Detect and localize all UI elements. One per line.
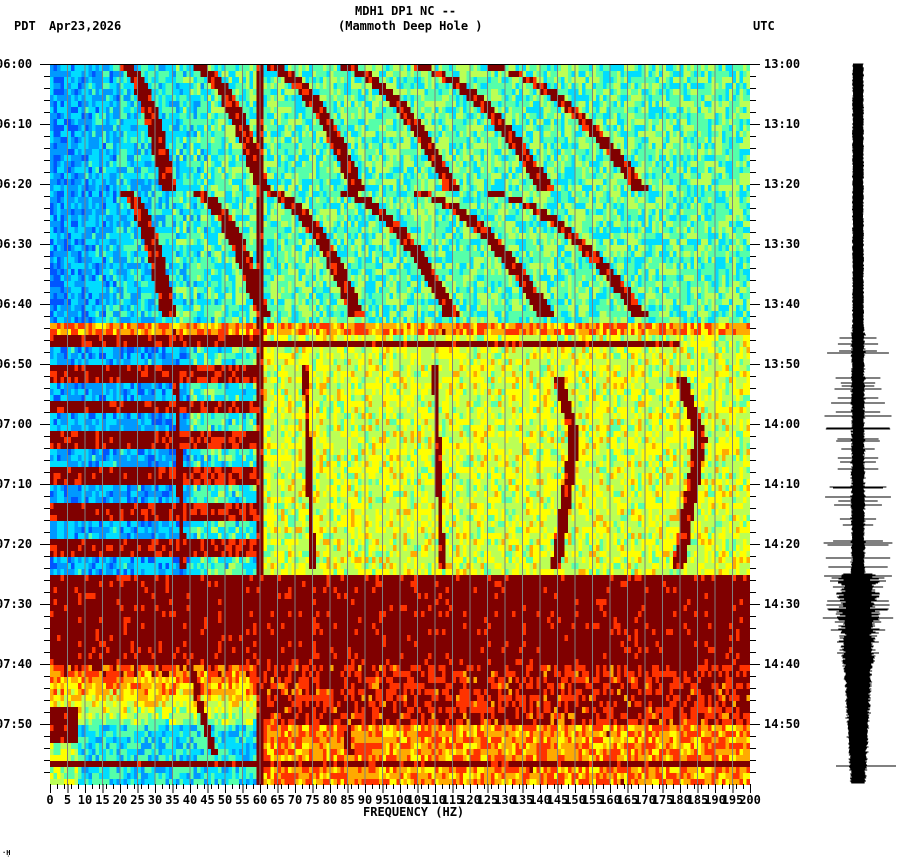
- frequency-tick-label: 85: [340, 794, 354, 806]
- frequency-tick-label: 75: [305, 794, 319, 806]
- right-time-tick-label: 14:40: [764, 658, 800, 670]
- frequency-tick-label: 25: [130, 794, 144, 806]
- left-time-tick-label: 07:50: [0, 718, 32, 730]
- left-time-tick-label: 07:00: [0, 418, 32, 430]
- frequency-tick-label: 155: [582, 794, 604, 806]
- frequency-tick-label: 145: [547, 794, 569, 806]
- left-time-tick-label: 06:40: [0, 298, 32, 310]
- frequency-tick-label: 130: [494, 794, 516, 806]
- footer-mark: ·Ḥ: [2, 847, 10, 859]
- frequency-tick-label: 10: [78, 794, 92, 806]
- frequency-tick-label: 95: [375, 794, 389, 806]
- frequency-tick-label: 15: [95, 794, 109, 806]
- frequency-tick-label: 125: [477, 794, 499, 806]
- right-time-tick-label: 14:10: [764, 478, 800, 490]
- frequency-tick-label: 185: [687, 794, 709, 806]
- frequency-tick-label: 100: [389, 794, 411, 806]
- left-time-tick-label: 06:50: [0, 358, 32, 370]
- frequency-tick-label: 120: [459, 794, 481, 806]
- frequency-tick-label: 160: [599, 794, 621, 806]
- frequency-tick-label: 150: [564, 794, 586, 806]
- spectrogram-canvas: [50, 65, 750, 785]
- right-time-tick-label: 14:20: [764, 538, 800, 550]
- frequency-tick-label: 20: [113, 794, 127, 806]
- frequency-tick-label: 70: [288, 794, 302, 806]
- frequency-tick-label: 60: [253, 794, 267, 806]
- right-time-tick-label: 14:30: [764, 598, 800, 610]
- left-time-tick-label: 06:20: [0, 178, 32, 190]
- right-time-tick-label: 13:20: [764, 178, 800, 190]
- frequency-tick-label: 170: [634, 794, 656, 806]
- right-time-tick-label: 14:50: [764, 718, 800, 730]
- frequency-tick-label: 195: [722, 794, 744, 806]
- station-line: MDH1 DP1 NC --: [355, 5, 456, 17]
- frequency-tick-label: 135: [512, 794, 534, 806]
- frequency-tick-label: 165: [617, 794, 639, 806]
- frequency-tick-label: 200: [739, 794, 761, 806]
- frequency-tick-label: 55: [235, 794, 249, 806]
- seismogram-trace: [822, 63, 896, 784]
- frequency-tick-label: 110: [424, 794, 446, 806]
- right-time-tick-label: 13:10: [764, 118, 800, 130]
- frequency-tick-label: 5: [64, 794, 71, 806]
- frequency-tick-label: 115: [442, 794, 464, 806]
- date-label: Apr23,2026: [49, 20, 121, 32]
- left-time-tick-label: 06:00: [0, 58, 32, 70]
- frequency-tick-label: 0: [46, 794, 53, 806]
- station-name: (Mammoth Deep Hole ): [338, 20, 483, 32]
- frequency-tick-label: 180: [669, 794, 691, 806]
- right-time-tick-label: 13:00: [764, 58, 800, 70]
- frequency-tick-label: 65: [270, 794, 284, 806]
- left-time-tick-label: 06:10: [0, 118, 32, 130]
- left-time-tick-label: 07:30: [0, 598, 32, 610]
- left-time-tick-label: 07:40: [0, 658, 32, 670]
- frequency-tick-label: 45: [200, 794, 214, 806]
- frequency-tick-label: 175: [652, 794, 674, 806]
- x-axis-label: FREQUENCY (HZ): [363, 806, 464, 818]
- frequency-tick-label: 190: [704, 794, 726, 806]
- frequency-tick-label: 40: [183, 794, 197, 806]
- frequency-tick-label: 140: [529, 794, 551, 806]
- frequency-tick-label: 105: [407, 794, 429, 806]
- left-time-tick-label: 07:20: [0, 538, 32, 550]
- right-time-tick-label: 13:50: [764, 358, 800, 370]
- frequency-tick-label: 50: [218, 794, 232, 806]
- frequency-tick-label: 30: [148, 794, 162, 806]
- right-time-tick-label: 13:30: [764, 238, 800, 250]
- timezone-left-label: PDT: [14, 20, 36, 32]
- right-time-tick-label: 13:40: [764, 298, 800, 310]
- spectrogram-plot: [50, 64, 750, 785]
- frequency-tick-label: 80: [323, 794, 337, 806]
- timezone-right-label: UTC: [753, 20, 775, 32]
- frequency-tick-label: 35: [165, 794, 179, 806]
- right-time-tick-label: 14:00: [764, 418, 800, 430]
- frequency-tick-label: 90: [358, 794, 372, 806]
- left-time-tick-label: 06:30: [0, 238, 32, 250]
- left-time-tick-label: 07:10: [0, 478, 32, 490]
